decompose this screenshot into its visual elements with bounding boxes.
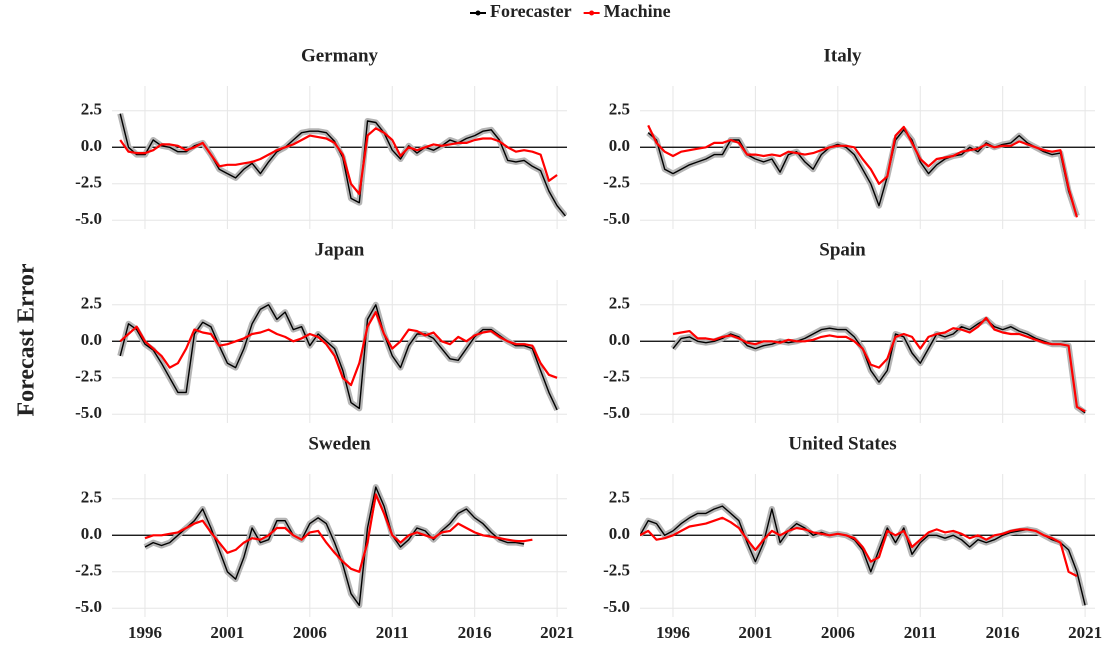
- y-tick-label: 2.5: [81, 488, 102, 507]
- series-line: [640, 505, 1086, 606]
- x-tick-label: 2021: [1068, 623, 1102, 642]
- y-tick-label: 2.5: [81, 100, 102, 119]
- x-tick-label: 2011: [904, 623, 937, 642]
- y-tick-label: -5.0: [75, 403, 102, 422]
- series-line: [647, 124, 1078, 218]
- y-tick-label: -2.5: [75, 561, 102, 580]
- x-tick-label: 2011: [376, 623, 409, 642]
- y-tick-label: -2.5: [603, 561, 630, 580]
- plot-lines: [117, 112, 567, 218]
- y-tick-label: 0.0: [81, 524, 102, 543]
- series-line: [640, 516, 1078, 578]
- legend-label: Forecaster: [490, 1, 572, 21]
- y-tick-label: -5.0: [75, 597, 102, 616]
- y-tick-label: 0.0: [609, 330, 630, 349]
- forecaster-band: [143, 484, 525, 609]
- forecaster-band: [117, 112, 567, 218]
- panel-title: Japan: [315, 239, 365, 260]
- y-tick-label: 0.0: [81, 330, 102, 349]
- legend-swatch-dot: [475, 10, 481, 16]
- y-tick-label: 2.5: [609, 488, 630, 507]
- x-tick-label: 2001: [210, 623, 244, 642]
- x-tick-label: 2006: [821, 623, 855, 642]
- y-tick-label: 0.0: [81, 136, 102, 155]
- forecaster-band: [640, 503, 1089, 607]
- panel-title: Spain: [819, 239, 866, 260]
- y-tick-label: -5.0: [75, 209, 102, 228]
- x-tick-label: 2021: [540, 623, 574, 642]
- series-line: [647, 129, 1078, 217]
- y-tick-label: 0.0: [609, 524, 630, 543]
- panel-title: United States: [788, 433, 896, 454]
- y-tick-label: 2.5: [609, 294, 630, 313]
- x-tick-label: 2016: [986, 623, 1020, 642]
- y-tick-label: -2.5: [75, 173, 102, 192]
- series-line: [119, 304, 558, 411]
- panel-title: Germany: [301, 45, 379, 66]
- x-tick-label: 2001: [738, 623, 772, 642]
- forecaster-band: [117, 301, 560, 412]
- x-tick-label: 2006: [293, 623, 327, 642]
- series-line: [144, 493, 533, 573]
- series-line: [672, 316, 1086, 413]
- y-tick-label: -2.5: [603, 367, 630, 386]
- y-axis-title: Forecast Error: [14, 263, 40, 416]
- legend-swatch-dot: [589, 10, 595, 16]
- y-tick-label: 2.5: [81, 294, 102, 313]
- y-tick-label: -5.0: [603, 209, 630, 228]
- y-tick-label: 0.0: [609, 136, 630, 155]
- y-tick-label: -5.0: [603, 403, 630, 422]
- x-tick-label: 1996: [128, 623, 162, 642]
- series-line: [144, 486, 525, 606]
- y-tick-label: -2.5: [75, 367, 102, 386]
- series-line: [119, 311, 558, 387]
- panel-title: Italy: [824, 45, 863, 66]
- plot-lines: [640, 503, 1089, 607]
- plot-lines: [117, 301, 560, 412]
- panel-title: Sweden: [308, 433, 371, 454]
- y-tick-label: -5.0: [603, 597, 630, 616]
- x-tick-label: 1996: [656, 623, 690, 642]
- y-tick-label: 2.5: [609, 100, 630, 119]
- legend-label: Machine: [604, 1, 671, 21]
- x-tick-label: 2016: [458, 623, 492, 642]
- plot-lines: [670, 316, 1087, 416]
- y-tick-label: -2.5: [603, 173, 630, 192]
- plot-lines: [143, 484, 533, 609]
- series-line: [119, 127, 558, 196]
- plot-lines: [646, 124, 1080, 218]
